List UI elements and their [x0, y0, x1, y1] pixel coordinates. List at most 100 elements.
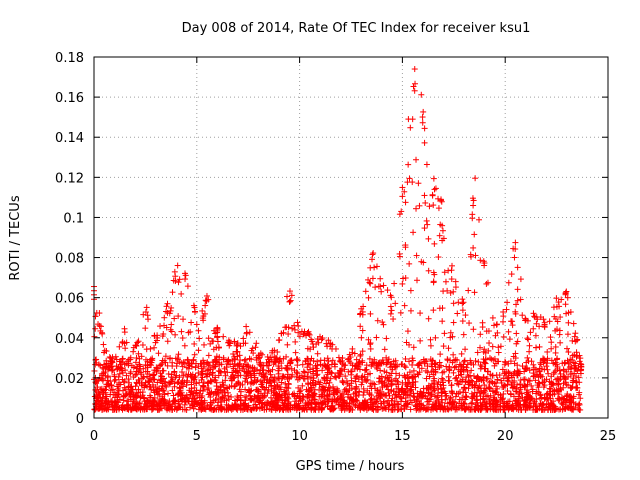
data-point: [96, 322, 103, 329]
data-point: [504, 388, 511, 395]
data-point: [418, 91, 425, 98]
data-point: [244, 406, 251, 413]
data-point: [139, 389, 146, 396]
data-point: [138, 380, 145, 387]
data-point: [483, 280, 490, 287]
data-point: [432, 399, 439, 406]
data-point: [140, 311, 147, 318]
data-point: [399, 280, 406, 287]
data-point: [576, 400, 583, 407]
data-point: [353, 383, 360, 390]
data-point: [410, 344, 417, 351]
data-point: [468, 367, 475, 374]
data-point: [348, 395, 355, 402]
data-point: [452, 278, 459, 285]
data-point: [138, 404, 145, 411]
axis-ticks: [93, 56, 609, 419]
data-point: [460, 299, 467, 306]
data-point: [571, 362, 578, 369]
data-point: [320, 386, 327, 393]
data-point: [388, 376, 395, 383]
data-point: [477, 331, 484, 338]
data-point: [419, 119, 426, 126]
data-point: [207, 401, 214, 408]
data-point: [365, 276, 372, 283]
data-point: [431, 271, 438, 278]
data-point: [275, 375, 282, 382]
data-point: [374, 389, 381, 396]
data-point: [507, 318, 514, 325]
data-point: [501, 370, 508, 377]
data-point: [500, 402, 507, 409]
data-point: [202, 406, 209, 413]
data-point: [470, 361, 477, 368]
data-point: [407, 124, 414, 131]
data-point: [373, 398, 380, 405]
data-point: [200, 383, 207, 390]
data-point: [321, 377, 328, 384]
data-point: [304, 345, 311, 352]
data-point: [464, 361, 471, 368]
data-point: [484, 392, 491, 399]
data-point: [212, 377, 219, 384]
data-point: [99, 364, 106, 371]
data-point: [253, 340, 260, 347]
data-point: [368, 395, 375, 402]
data-point: [349, 396, 356, 403]
data-point: [527, 396, 534, 403]
data-point: [540, 384, 547, 391]
data-point: [289, 325, 296, 332]
data-point: [233, 348, 240, 355]
data-point: [124, 401, 131, 408]
data-point: [517, 381, 524, 388]
data-point: [254, 392, 261, 399]
data-point: [191, 304, 198, 311]
data-point: [307, 380, 314, 387]
data-point: [345, 391, 352, 398]
data-point: [475, 358, 482, 365]
data-point: [133, 371, 140, 378]
data-point: [569, 357, 576, 364]
data-point: [330, 406, 337, 413]
data-point: [135, 376, 142, 383]
data-point: [163, 383, 170, 390]
data-point: [514, 372, 521, 379]
data-point: [517, 406, 524, 413]
data-point: [294, 356, 301, 363]
data-point: [521, 376, 528, 383]
data-point: [367, 380, 374, 387]
data-point: [173, 372, 180, 379]
data-point: [455, 366, 462, 373]
data-point: [267, 371, 274, 378]
data-point: [187, 404, 194, 411]
data-point: [562, 301, 569, 308]
data-point: [249, 345, 256, 352]
data-point: [514, 286, 521, 293]
data-point: [413, 252, 420, 259]
data-point: [257, 362, 264, 369]
data-point: [373, 334, 380, 341]
data-point: [309, 393, 316, 400]
data-point: [114, 396, 121, 403]
data-point: [505, 328, 512, 335]
data-point: [383, 335, 390, 342]
data-point: [168, 321, 175, 328]
data-point: [183, 371, 190, 378]
data-point: [334, 369, 341, 376]
data-point: [127, 368, 134, 375]
data-point: [209, 338, 216, 345]
data-point: [188, 388, 195, 395]
data-point: [278, 330, 285, 337]
data-point: [461, 358, 468, 365]
data-point: [308, 374, 315, 381]
data-point: [130, 348, 137, 355]
data-point: [504, 375, 511, 382]
data-point: [198, 360, 205, 367]
data-point: [159, 383, 166, 390]
data-point: [513, 301, 520, 308]
data-point: [562, 359, 569, 366]
data-point: [127, 384, 134, 391]
data-point: [327, 385, 334, 392]
data-point: [450, 288, 457, 295]
data-point: [310, 344, 317, 351]
